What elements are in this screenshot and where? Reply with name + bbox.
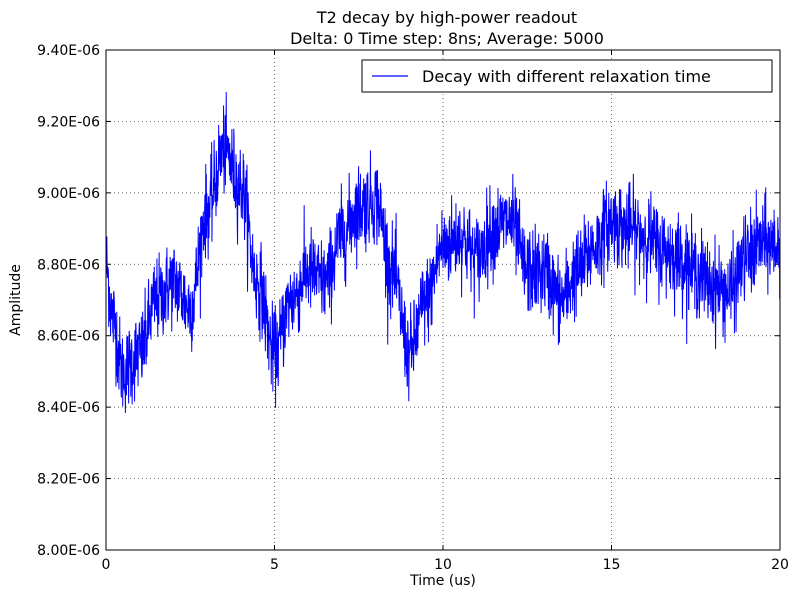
x-tick-label: 5	[270, 557, 279, 573]
legend-box	[361, 59, 773, 93]
y-tick-label: 8.40E-06	[37, 400, 100, 416]
series-line-decay	[106, 92, 780, 414]
legend-entry-decay: Decay with different relaxation time	[422, 67, 711, 86]
x-tick-label: 0	[102, 557, 111, 573]
chart-title: T2 decay by high-power readout	[316, 8, 577, 27]
grid	[106, 50, 780, 550]
x-tick-label: 20	[771, 557, 789, 573]
axis-ticks: 0 5 10 15 20 8.00E-06 8.20E-06 8.40E-06 8.60E-06…	[37, 43, 789, 573]
y-tick-label: 8.20E-06	[37, 472, 100, 488]
plot-frame	[105, 49, 781, 551]
x-tick-label: 10	[434, 557, 452, 573]
legend: Decay with different relaxation time	[361, 59, 773, 93]
y-axis-label: Amplitude	[8, 264, 24, 336]
x-tick-label: 15	[603, 557, 621, 573]
y-tick-label: 9.00E-06	[37, 186, 100, 202]
y-tick-label: 8.60E-06	[37, 329, 100, 345]
y-tick-label: 9.20E-06	[37, 114, 100, 130]
chart-subtitle: Delta: 0 Time step: 8ns; Average: 5000	[290, 29, 604, 48]
y-tick-label: 8.80E-06	[37, 257, 100, 273]
y-tick-label: 9.40E-06	[37, 43, 100, 59]
x-axis-label: Time (us)	[409, 573, 476, 589]
y-tick-label: 8.00E-06	[37, 543, 100, 559]
